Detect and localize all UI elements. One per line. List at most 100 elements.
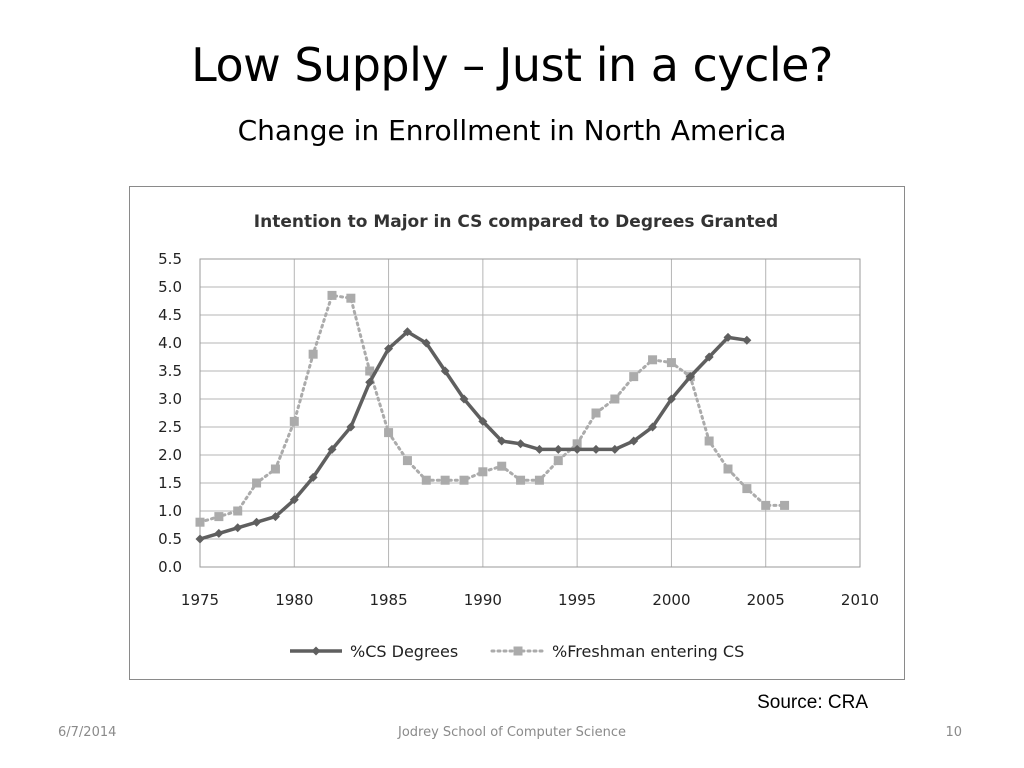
x-tick-label: 2000 bbox=[652, 591, 690, 609]
data-point bbox=[289, 495, 299, 505]
data-point bbox=[629, 372, 639, 382]
y-tick-label: 0.5 bbox=[158, 530, 182, 548]
data-point bbox=[214, 528, 224, 538]
data-point bbox=[553, 444, 563, 454]
data-point bbox=[346, 293, 356, 303]
data-point bbox=[195, 517, 205, 527]
data-point bbox=[459, 475, 469, 485]
data-point bbox=[553, 456, 563, 466]
data-point bbox=[610, 444, 620, 454]
y-axis: 0.0 0.5 1.0 1.5 2.0 2.5 3.0 3.5 4.0 4.5 5.0 5.5 bbox=[158, 250, 182, 576]
data-point bbox=[534, 475, 544, 485]
data-point bbox=[252, 478, 262, 488]
y-tick-label: 5.5 bbox=[158, 250, 182, 268]
data-point bbox=[572, 444, 582, 454]
y-tick-label: 1.0 bbox=[158, 502, 182, 520]
line-chart: Intention to Major in CS compared to Deg… bbox=[158, 212, 879, 661]
x-tick-label: 1995 bbox=[558, 591, 596, 609]
y-tick-label: 2.5 bbox=[158, 418, 182, 436]
x-axis: 1975 1980 1985 1990 1995 2000 2005 2010 bbox=[181, 591, 879, 609]
legend-entry: %CS Degrees bbox=[290, 642, 458, 661]
data-point bbox=[365, 366, 375, 376]
y-tick-label: 2.0 bbox=[158, 446, 182, 464]
data-point bbox=[440, 475, 450, 485]
data-point bbox=[761, 500, 771, 510]
series-line bbox=[199, 329, 748, 541]
data-point bbox=[214, 512, 224, 522]
data-point bbox=[723, 332, 733, 342]
data-point bbox=[270, 512, 280, 522]
x-tick-label: 2005 bbox=[747, 591, 785, 609]
x-tick-label: 1985 bbox=[369, 591, 407, 609]
data-point bbox=[311, 646, 321, 656]
data-point bbox=[648, 422, 658, 432]
footer-date: 6/7/2014 bbox=[58, 725, 117, 740]
x-tick-label: 1975 bbox=[181, 591, 219, 609]
chart-title: Intention to Major in CS compared to Deg… bbox=[254, 212, 778, 232]
data-point bbox=[402, 456, 412, 466]
page-number: 10 bbox=[945, 725, 962, 740]
data-point bbox=[648, 355, 658, 365]
data-point bbox=[365, 377, 375, 387]
data-point bbox=[629, 436, 639, 446]
data-point bbox=[308, 349, 318, 359]
data-point bbox=[666, 394, 676, 404]
data-point bbox=[685, 372, 695, 382]
y-tick-label: 0.0 bbox=[158, 558, 182, 576]
data-point bbox=[421, 475, 431, 485]
data-point bbox=[252, 517, 262, 527]
legend-entry: %Freshman entering CS bbox=[490, 642, 744, 661]
data-point bbox=[289, 416, 299, 426]
data-point bbox=[459, 394, 469, 404]
data-point bbox=[497, 436, 507, 446]
data-point bbox=[195, 534, 205, 544]
data-point bbox=[327, 444, 337, 454]
slide-subtitle: Change in Enrollment in North America bbox=[237, 114, 787, 147]
series-layer bbox=[195, 290, 790, 544]
x-tick-label: 2010 bbox=[841, 591, 879, 609]
data-point bbox=[233, 523, 243, 533]
data-point bbox=[346, 422, 356, 432]
data-point bbox=[742, 484, 752, 494]
x-tick-label: 1990 bbox=[464, 591, 502, 609]
data-point bbox=[723, 464, 733, 474]
series-freshman-entering-cs bbox=[195, 290, 790, 527]
data-point bbox=[666, 358, 676, 368]
data-point bbox=[704, 436, 714, 446]
data-point bbox=[308, 472, 318, 482]
data-point bbox=[478, 416, 488, 426]
plot-area bbox=[199, 258, 861, 568]
data-point bbox=[516, 439, 526, 449]
series-cs-degrees bbox=[195, 327, 752, 544]
y-tick-label: 4.5 bbox=[158, 306, 182, 324]
y-tick-label: 3.0 bbox=[158, 390, 182, 408]
data-point bbox=[327, 290, 337, 300]
y-tick-label: 3.5 bbox=[158, 362, 182, 380]
data-point bbox=[610, 394, 620, 404]
data-point bbox=[384, 344, 394, 354]
legend-label: %Freshman entering CS bbox=[552, 642, 744, 661]
data-point bbox=[516, 475, 526, 485]
data-point bbox=[742, 335, 752, 345]
chart-legend: %CS Degrees %Freshman entering CS bbox=[290, 642, 744, 661]
y-tick-label: 1.5 bbox=[158, 474, 182, 492]
legend-label: %CS Degrees bbox=[350, 642, 458, 661]
data-point bbox=[384, 428, 394, 438]
data-point bbox=[591, 444, 601, 454]
data-point bbox=[497, 461, 507, 471]
y-tick-label: 4.0 bbox=[158, 334, 182, 352]
footer-organization: Jodrey School of Computer Science bbox=[397, 725, 627, 740]
slide-title: Low Supply – Just in a cycle? bbox=[191, 38, 833, 92]
data-point bbox=[704, 352, 714, 362]
data-point bbox=[478, 467, 488, 477]
data-point bbox=[402, 327, 412, 337]
chart-grid bbox=[199, 258, 861, 568]
data-point bbox=[440, 366, 450, 376]
source-note: Source: CRA bbox=[757, 692, 868, 713]
data-point bbox=[780, 500, 790, 510]
data-point bbox=[572, 439, 582, 449]
data-point bbox=[591, 408, 601, 418]
data-point bbox=[421, 338, 431, 348]
data-point bbox=[534, 444, 544, 454]
chart-container: Intention to Major in CS compared to Deg… bbox=[129, 186, 905, 680]
